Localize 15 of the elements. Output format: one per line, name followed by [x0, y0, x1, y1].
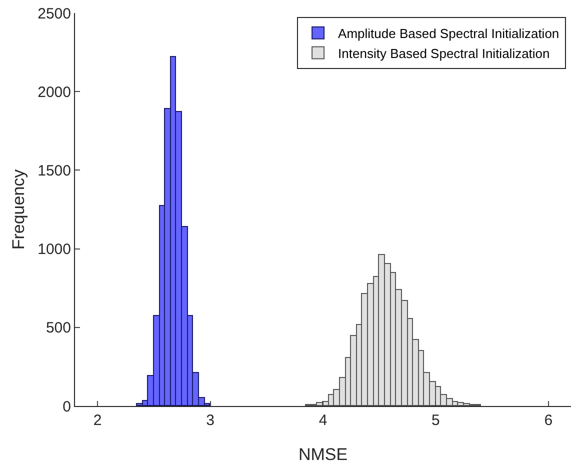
- y-tick-label: 2000: [38, 84, 71, 101]
- y-tick-label: 2500: [38, 5, 71, 22]
- x-axis-title: NMSE: [298, 445, 348, 464]
- y-tick-label: 1500: [38, 162, 71, 180]
- y-tick-label: 0: [62, 398, 71, 416]
- x-tick-label: 2: [93, 412, 102, 429]
- y-tick-label: 500: [46, 320, 71, 337]
- y-axis-title: Frequency: [9, 168, 28, 250]
- x-tick-label: 4: [318, 412, 328, 429]
- legend-label: Intensity Based Spectral Initialization: [338, 46, 550, 61]
- x-tick-label: 6: [544, 412, 553, 429]
- x-tick-label: 5: [432, 412, 440, 429]
- y-tick-label: 1000: [38, 241, 71, 258]
- legend-label: Amplitude Based Spectral Initialization: [338, 26, 560, 41]
- x-tick-label: 3: [206, 412, 214, 429]
